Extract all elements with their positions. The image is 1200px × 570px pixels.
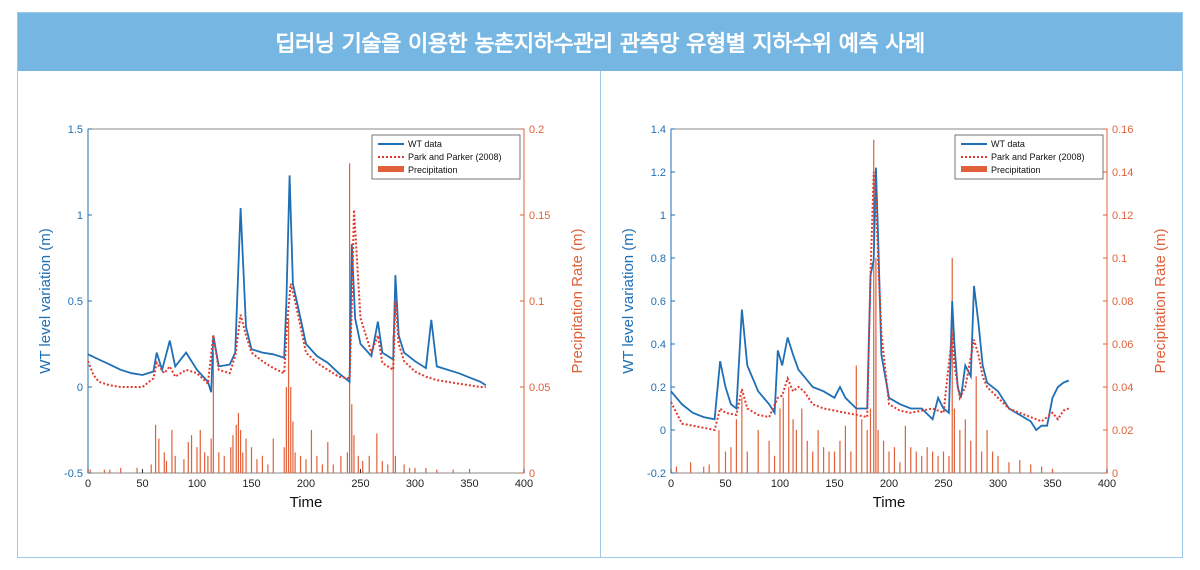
- x-tick-label: 250: [934, 478, 952, 490]
- legend-swatch-precip: [378, 166, 404, 172]
- panel-divider: [600, 71, 601, 557]
- y-tick-label: 0.4: [651, 339, 666, 351]
- x-tick-label: 100: [188, 478, 206, 490]
- chart-right: 0 50 100 150 200 250 300 350 400-0.200.20.40.60.…: [620, 124, 1169, 511]
- y2-tick-label: 0.02: [1112, 425, 1133, 437]
- y2-tick-label: 0: [529, 468, 535, 480]
- y-tick-label: 0.6: [651, 296, 666, 308]
- x-tick-label: 0: [668, 478, 674, 490]
- plot-area: [87, 128, 525, 474]
- y2-tick-label: 0.12: [1112, 210, 1133, 222]
- chart-panel-left: 0 50 100 150 200 250 300 350 400 -0.5 0 0.5 1 1.5 0 0.0…: [18, 71, 600, 557]
- legend-label: WT data: [408, 139, 442, 149]
- legend-label: WT data: [991, 139, 1025, 149]
- figure-frame: 딥러닝 기술을 이용한 농촌지하수관리 관측망 유형별 지하수위 예측 사례 0…: [17, 12, 1183, 558]
- y2-tick-label: 0.16: [1112, 124, 1133, 136]
- y-tick-label: -0.2: [647, 468, 666, 480]
- y-tick-label: -0.5: [64, 468, 83, 480]
- x-tick-label: 250: [351, 478, 369, 490]
- y-tick-label: 1: [77, 210, 83, 222]
- x-tick-label: 200: [297, 478, 315, 490]
- y2-tick-label: 0.06: [1112, 339, 1133, 351]
- chart-left: 0 50 100 150 200 250 300 350 400-0.500.511.500.0…: [37, 124, 586, 511]
- x-tick-label: 150: [825, 478, 843, 490]
- y-axis-label: WT level variation (m): [37, 228, 54, 374]
- y2-tick-label: 0: [1112, 468, 1118, 480]
- y-axis-label: WT level variation (m): [620, 228, 637, 374]
- y-tick-label: 0: [77, 382, 83, 394]
- x-tick-label: 400: [1098, 478, 1116, 490]
- legend-label: Park and Parker (2008): [408, 152, 502, 162]
- x-tick-label: 400: [515, 478, 533, 490]
- y-tick-label: 0: [660, 425, 666, 437]
- y-tick-label: 1: [660, 210, 666, 222]
- header-banner: 딥러닝 기술을 이용한 농촌지하수관리 관측망 유형별 지하수위 예측 사례: [18, 13, 1182, 71]
- y-tick-label: 1.5: [68, 124, 83, 136]
- y-tick-label: 1.4: [651, 124, 666, 136]
- y2-axis-label: Precipitation Rate (m): [569, 228, 586, 373]
- x-tick-label: 350: [460, 478, 478, 490]
- y2-tick-label: 0.1: [529, 296, 544, 308]
- y2-tick-label: 0.2: [529, 124, 544, 136]
- chart-panel-right: 0 50 100 150 200 250 300 350 400 -0.2 0 0.2 0.4 0.6 0.…: [601, 71, 1183, 557]
- y2-tick-label: 0.1: [1112, 253, 1127, 265]
- x-tick-label: 150: [242, 478, 260, 490]
- y-tick-label: 0.2: [651, 382, 666, 394]
- plot-area: [670, 128, 1108, 474]
- park-parker-line: [670, 171, 1070, 432]
- legend-label: Precipitation: [408, 165, 458, 175]
- x-tick-label: 100: [771, 478, 789, 490]
- x-tick-label: 300: [406, 478, 424, 490]
- x-tick-label: 200: [880, 478, 898, 490]
- wt-data-line: [87, 175, 487, 393]
- y2-tick-label: 0.14: [1112, 167, 1133, 179]
- y2-tick-label: 0.05: [529, 382, 550, 394]
- y2-tick-label: 0.08: [1112, 296, 1133, 308]
- x-tick-label: 0: [85, 478, 91, 490]
- y-tick-label: 0.8: [651, 253, 666, 265]
- y2-tick-label: 0.15: [529, 210, 550, 222]
- x-tick-label: 350: [1043, 478, 1061, 490]
- x-axis-label: Time: [873, 494, 906, 511]
- x-tick-label: 300: [989, 478, 1007, 490]
- y-tick-label: 1.2: [651, 167, 666, 179]
- legend-label: Precipitation: [991, 165, 1041, 175]
- park-parker-line: [87, 209, 486, 388]
- legend-swatch-precip: [961, 166, 987, 172]
- page-title: 딥러닝 기술을 이용한 농촌지하수관리 관측망 유형별 지하수위 예측 사례: [275, 32, 925, 57]
- y2-axis-label: Precipitation Rate (m): [1152, 228, 1169, 373]
- x-tick-label: 50: [719, 478, 731, 490]
- x-tick-label: 50: [136, 478, 148, 490]
- x-axis-label: Time: [290, 494, 323, 511]
- legend-label: Park and Parker (2008): [991, 152, 1085, 162]
- y-tick-label: 0.5: [68, 296, 83, 308]
- y2-tick-label: 0.04: [1112, 382, 1133, 394]
